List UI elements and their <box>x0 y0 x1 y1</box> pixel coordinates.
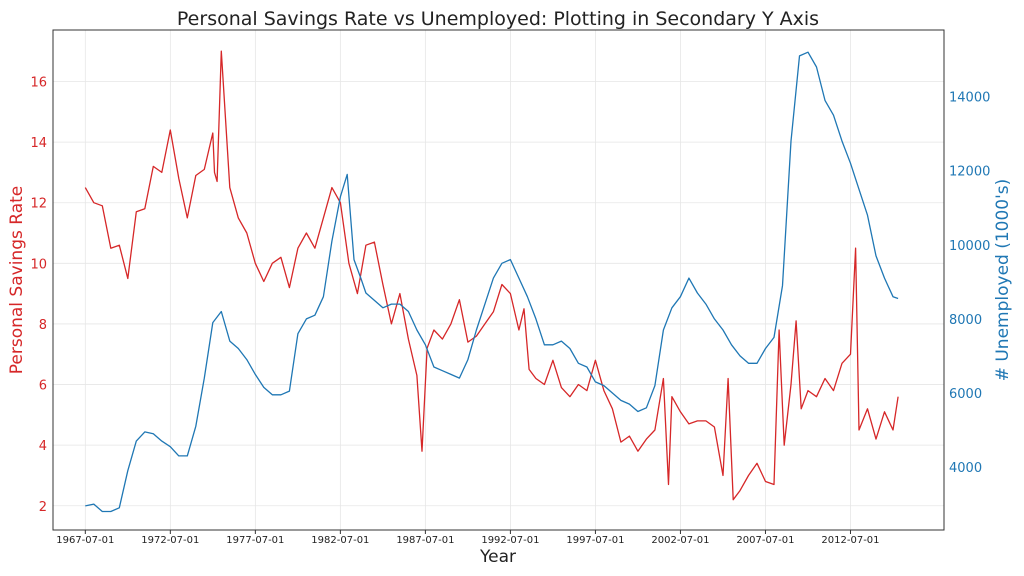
x-tick-label: 1967-07-01 <box>56 535 114 546</box>
x-tick-label: 1997-07-01 <box>566 535 624 546</box>
savings-rate-line <box>84 50 899 501</box>
right-y-axis-ticks: 4000 6000 8000 10000 12000 14000 <box>949 91 990 476</box>
right-y-tick-label: 14000 <box>949 91 990 106</box>
x-tick-label: 1987-07-01 <box>396 535 454 546</box>
x-tick-label: 2012-07-01 <box>821 535 879 546</box>
series-layer <box>84 50 899 513</box>
left-y-tick-label: 14 <box>30 136 47 151</box>
left-y-tick-label: 8 <box>39 318 47 333</box>
left-y-tick-label: 12 <box>30 197 47 212</box>
left-y-tick-label: 2 <box>39 500 47 515</box>
x-tick-label: 1982-07-01 <box>311 535 369 546</box>
unemployed-line <box>85 51 899 513</box>
left-y-tick-label: 4 <box>39 439 47 454</box>
x-tick-label: 2007-07-01 <box>736 535 794 546</box>
left-y-tick-label: 6 <box>39 379 47 394</box>
x-tick-label: 1977-07-01 <box>226 535 284 546</box>
right-y-tick-label: 4000 <box>949 461 982 476</box>
left-y-tick-label: 10 <box>30 257 47 272</box>
x-tick-label: 2002-07-01 <box>651 535 709 546</box>
right-y-tick-label: 10000 <box>949 239 990 254</box>
left-y-axis-ticks: 2 4 6 8 10 12 14 16 <box>30 76 47 515</box>
right-y-axis-label: # Unemployed (1000's) <box>993 179 1013 382</box>
grid <box>53 30 944 530</box>
right-y-tick-label: 6000 <box>949 387 982 402</box>
right-y-tick-label: 8000 <box>949 313 982 328</box>
left-y-tick-label: 16 <box>30 76 47 91</box>
x-tick-label: 1972-07-01 <box>141 535 199 546</box>
x-tick-label: 1992-07-01 <box>481 535 539 546</box>
left-y-axis-label: Personal Savings Rate <box>7 186 27 374</box>
plot-frame <box>52 29 945 531</box>
chart-title: Personal Savings Rate vs Unemployed: Plo… <box>177 8 819 30</box>
right-y-tick-label: 12000 <box>949 165 990 180</box>
x-axis-ticks: 1967-07-01 1972-07-01 1977-07-01 1982-07-01… <box>56 530 880 546</box>
x-axis-label: Year <box>479 547 516 567</box>
